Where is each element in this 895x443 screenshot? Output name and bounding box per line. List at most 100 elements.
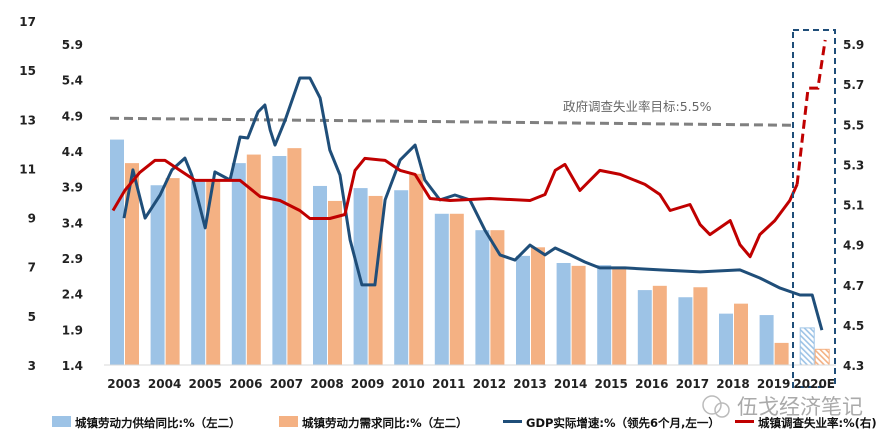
supply-bar-2010 — [394, 190, 409, 365]
left2-tick-label: 1.9 — [62, 323, 83, 337]
left2-tick-label: 5.4 — [62, 74, 83, 88]
x-tick-label: 2009 — [351, 377, 384, 391]
demand-bar-2004 — [165, 178, 180, 365]
left1-tick-label: 9 — [28, 212, 36, 226]
legend-swatch — [279, 416, 298, 427]
demand-bar-2014 — [571, 265, 586, 365]
unemployment-line — [111, 156, 799, 259]
demand-bar-2010 — [409, 173, 424, 365]
x-tick-label: 2003 — [107, 377, 140, 391]
left2-tick-label: 2.4 — [62, 288, 83, 302]
left1-tick-label: 11 — [19, 162, 36, 176]
supply-bar-2003 — [110, 139, 124, 365]
wechat-icon — [702, 395, 722, 415]
left2-tick-label: 5.9 — [62, 38, 83, 52]
target-annotation: 政府调查失业率目标:5.5% — [563, 99, 712, 114]
demand-bar-2006 — [246, 154, 261, 365]
x-tick-label: 2004 — [148, 377, 181, 391]
supply-bar-2005 — [191, 181, 206, 365]
demand-bar-2013 — [531, 247, 545, 365]
supply-bar-2020E — [799, 327, 815, 366]
x-tick-label: 2015 — [594, 377, 627, 391]
legend-swatch — [503, 420, 522, 423]
legend-swatch — [735, 420, 754, 423]
demand-bar-2007 — [287, 148, 302, 365]
legend-label: 城镇劳动力需求同比:%（左二） — [302, 416, 468, 430]
right-tick-label: 4.7 — [843, 279, 864, 293]
x-tick-label: 2006 — [229, 377, 262, 391]
legend-label: 城镇劳动力供给同比:%（左二） — [75, 416, 241, 430]
left2-tick-label: 3.9 — [62, 181, 83, 195]
x-tick-label: 2007 — [270, 377, 303, 391]
demand-bar-2018 — [734, 303, 748, 365]
right-tick-label: 5.3 — [843, 158, 864, 172]
legend-label: GDP实际增速:%（领先6个月,左一） — [526, 416, 720, 430]
x-tick-label: 2017 — [676, 377, 709, 391]
right-tick-label: 4.3 — [843, 359, 864, 373]
supply-bar-2008 — [313, 185, 327, 365]
target-line — [109, 116, 796, 127]
supply-bar-2016 — [637, 290, 652, 365]
left2-tick-label: 3.4 — [62, 216, 83, 230]
watermark: 伍戈经济笔记 — [702, 395, 863, 419]
left2-tick-label: 1.4 — [62, 359, 83, 373]
x-tick-label: 2013 — [513, 377, 546, 391]
x-tick-label: 2018 — [716, 377, 749, 391]
unemployment-forecast-line — [795, 39, 827, 185]
left1-tick-label: 7 — [28, 261, 36, 275]
x-tick-label: 2012 — [473, 377, 506, 391]
supply-bar-2019 — [759, 315, 774, 365]
demand-bar-2016 — [652, 285, 667, 365]
demand-bar-2020E — [814, 348, 830, 366]
right-tick-label: 5.1 — [843, 199, 864, 213]
x-tick-label: 2020E — [793, 377, 835, 391]
gdp-line — [122, 76, 824, 331]
right-tick-label: 5.7 — [843, 78, 864, 92]
supply-bar-2014 — [556, 262, 571, 365]
demand-bar-2003 — [125, 163, 139, 365]
demand-bar-2015 — [612, 267, 627, 365]
legend-item: 城镇调查失业率:%(右) — [735, 416, 877, 430]
supply-bar-2018 — [719, 313, 733, 365]
left1-tick-label: 17 — [19, 15, 36, 29]
right-tick-label: 4.9 — [843, 239, 864, 253]
left2-tick-label: 4.9 — [62, 109, 83, 123]
supply-bar-2017 — [678, 297, 693, 365]
supply-bar-2007 — [272, 155, 287, 365]
x-tick-label: 2008 — [310, 377, 343, 391]
demand-bar-2017 — [693, 287, 708, 365]
supply-bar-2013 — [516, 255, 530, 365]
left1-tick-label: 3 — [28, 359, 36, 373]
left2-tick-label: 2.9 — [62, 252, 83, 266]
supply-bar-2004 — [150, 185, 165, 365]
right-tick-label: 5.9 — [843, 38, 864, 52]
supply-bar-2015 — [597, 265, 612, 365]
left2-tick-label: 4.4 — [62, 145, 83, 159]
legend-item: 城镇劳动力供给同比:%（左二） — [52, 416, 241, 430]
demand-bar-2011 — [449, 213, 464, 365]
left1-tick-label: 15 — [19, 64, 36, 78]
legend-item: 城镇劳动力需求同比:%（左二） — [279, 416, 468, 430]
x-tick-label: 2010 — [391, 377, 424, 391]
demand-bar-2008 — [328, 200, 342, 365]
right-tick-label: 4.5 — [843, 319, 864, 333]
left1-tick-label: 5 — [28, 310, 36, 324]
forecast-box — [792, 29, 836, 388]
x-tick-label: 2005 — [188, 377, 221, 391]
demand-bar-2019 — [774, 342, 789, 365]
right-tick-label: 5.5 — [843, 118, 864, 132]
legend-item: GDP实际增速:%（领先6个月,左一） — [503, 416, 720, 430]
x-tick-label: 2014 — [554, 377, 587, 391]
legend-swatch — [52, 416, 71, 427]
legend-label: 城镇调查失业率:%(右) — [758, 416, 877, 430]
supply-bar-2012 — [475, 230, 490, 365]
x-tick-label: 2016 — [635, 377, 668, 391]
demand-bar-2005 — [206, 179, 221, 365]
supply-bar-2011 — [434, 213, 449, 365]
x-tick-label: 2011 — [432, 377, 465, 391]
demand-bar-2012 — [490, 230, 505, 365]
watermark-text: 伍戈经济笔记 — [737, 395, 863, 419]
supply-bar-2006 — [231, 163, 246, 365]
